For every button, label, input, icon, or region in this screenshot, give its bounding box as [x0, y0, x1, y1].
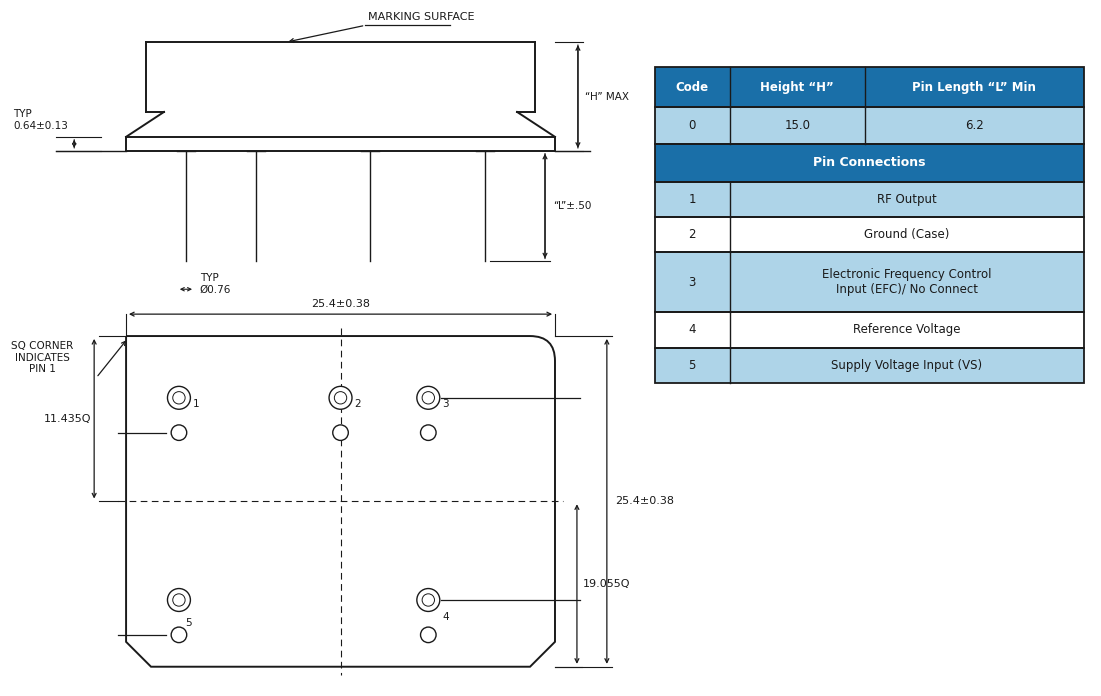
- Circle shape: [167, 589, 190, 612]
- Text: 25.4±0.38: 25.4±0.38: [614, 496, 674, 507]
- Bar: [655, 144, 1083, 182]
- Text: 5: 5: [688, 358, 696, 372]
- Text: 1: 1: [688, 193, 696, 206]
- Circle shape: [171, 627, 187, 642]
- Circle shape: [335, 392, 347, 404]
- Bar: [655, 253, 730, 312]
- Bar: [730, 182, 1083, 217]
- PathPatch shape: [127, 336, 555, 667]
- Text: MARKING SURFACE: MARKING SURFACE: [369, 13, 475, 22]
- Text: TYP
Ø0.76: TYP Ø0.76: [200, 274, 231, 295]
- Bar: [655, 107, 730, 144]
- Bar: [655, 312, 1083, 347]
- Bar: [730, 253, 1083, 312]
- Text: 3: 3: [688, 276, 696, 289]
- Text: RF Output: RF Output: [876, 193, 937, 206]
- Text: Ground (Case): Ground (Case): [864, 228, 949, 242]
- Text: Electronic Frequency Control
Input (EFC)/ No Connect: Electronic Frequency Control Input (EFC)…: [822, 268, 992, 296]
- Bar: [655, 217, 1083, 253]
- Text: TYP
0.64±0.13: TYP 0.64±0.13: [13, 109, 68, 131]
- Bar: [730, 67, 865, 107]
- Bar: [655, 182, 730, 217]
- Circle shape: [417, 386, 439, 409]
- Text: 5: 5: [185, 618, 192, 628]
- Text: 19.055Q: 19.055Q: [582, 579, 631, 589]
- Text: “L”±.50: “L”±.50: [553, 201, 591, 211]
- Text: Height “H”: Height “H”: [761, 81, 835, 93]
- Bar: [730, 217, 1083, 253]
- Bar: [730, 347, 1083, 383]
- Circle shape: [329, 386, 352, 409]
- Text: Reference Voltage: Reference Voltage: [853, 324, 960, 336]
- Text: 3: 3: [443, 399, 449, 409]
- Text: 11.435Q: 11.435Q: [44, 413, 91, 424]
- Text: 1: 1: [193, 399, 199, 409]
- Bar: [730, 312, 1083, 347]
- Bar: [865, 67, 1083, 107]
- Bar: [655, 253, 1083, 312]
- Text: Pin Length “L” Min: Pin Length “L” Min: [913, 81, 1036, 93]
- Text: SQ CORNER
INDICATES
PIN 1: SQ CORNER INDICATES PIN 1: [11, 341, 74, 374]
- Circle shape: [417, 589, 439, 612]
- Circle shape: [173, 392, 185, 404]
- Text: 4: 4: [688, 324, 696, 336]
- Bar: [655, 67, 730, 107]
- Circle shape: [422, 392, 435, 404]
- Bar: [655, 144, 1083, 182]
- Text: 0: 0: [688, 119, 696, 132]
- Bar: [655, 67, 1083, 107]
- Text: Pin Connections: Pin Connections: [813, 156, 926, 169]
- Circle shape: [421, 627, 436, 642]
- Circle shape: [422, 594, 435, 606]
- Circle shape: [167, 386, 190, 409]
- Circle shape: [171, 425, 187, 441]
- Text: “H” MAX: “H” MAX: [585, 91, 629, 102]
- Text: 2: 2: [355, 399, 361, 409]
- Text: Code: Code: [676, 81, 709, 93]
- Bar: [730, 107, 865, 144]
- Text: 25.4±0.38: 25.4±0.38: [310, 299, 370, 309]
- Bar: [865, 107, 1083, 144]
- Bar: [655, 312, 730, 347]
- Bar: [655, 347, 730, 383]
- Circle shape: [421, 425, 436, 441]
- Text: 4: 4: [443, 612, 449, 622]
- Bar: [655, 217, 730, 253]
- Text: 2: 2: [688, 228, 696, 242]
- Text: 6.2: 6.2: [964, 119, 983, 132]
- Bar: [655, 182, 1083, 217]
- Circle shape: [173, 594, 185, 606]
- Text: Supply Voltage Input (VS): Supply Voltage Input (VS): [831, 358, 982, 372]
- Circle shape: [333, 425, 348, 441]
- Bar: [655, 107, 1083, 144]
- Bar: [655, 347, 1083, 383]
- Text: 15.0: 15.0: [784, 119, 810, 132]
